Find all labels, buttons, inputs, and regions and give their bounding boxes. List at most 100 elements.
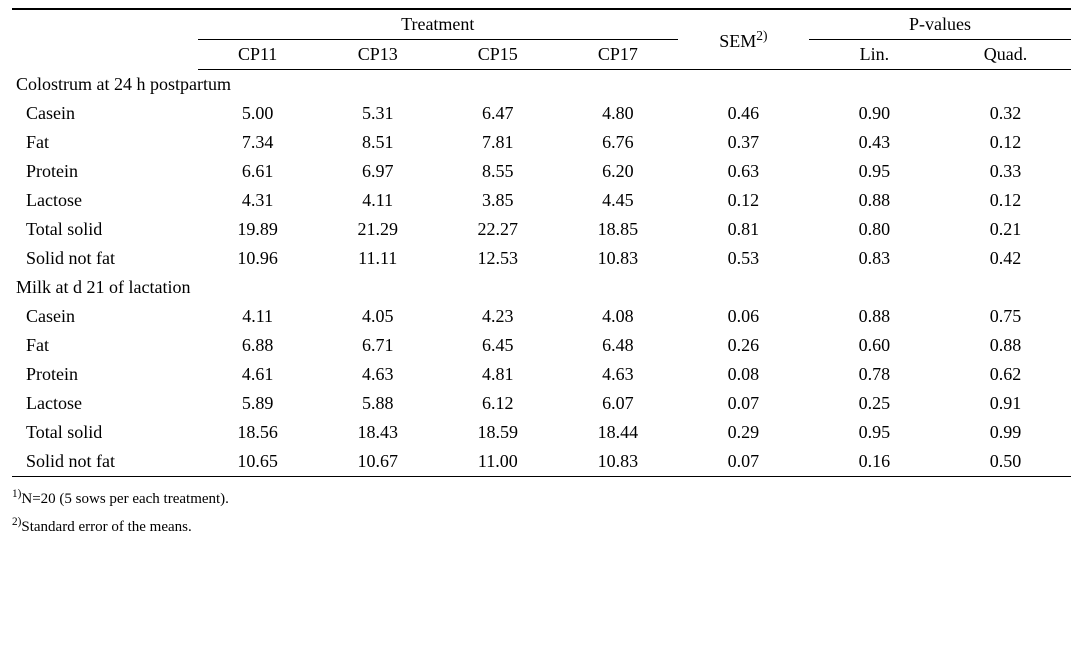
- cell-lin: 0.43: [809, 128, 940, 157]
- row-label: Protein: [12, 157, 198, 186]
- cell-sem: 0.12: [678, 186, 809, 215]
- data-table: Treatment SEM2) P-values CP11 CP13 CP15 …: [12, 8, 1071, 477]
- section-header: Milk at d 21 of lactation: [12, 273, 1071, 302]
- cell-value: 4.61: [198, 360, 318, 389]
- cell-value: 6.47: [438, 99, 558, 128]
- cell-sem: 0.26: [678, 331, 809, 360]
- cell-quad: 0.50: [940, 447, 1071, 477]
- cell-value: 6.20: [558, 157, 678, 186]
- footnote-text: N=20 (5 sows per each treatment).: [21, 491, 229, 507]
- table-row: Protein4.614.634.814.630.080.780.62: [12, 360, 1071, 389]
- cell-value: 22.27: [438, 215, 558, 244]
- cell-value: 6.48: [558, 331, 678, 360]
- header-sem: SEM2): [678, 9, 809, 70]
- cell-quad: 0.91: [940, 389, 1071, 418]
- header-treatment: Treatment: [198, 9, 678, 40]
- cell-value: 19.89: [198, 215, 318, 244]
- cell-value: 3.85: [438, 186, 558, 215]
- cell-value: 10.65: [198, 447, 318, 477]
- cell-lin: 0.88: [809, 302, 940, 331]
- row-label: Solid not fat: [12, 447, 198, 477]
- cell-value: 4.31: [198, 186, 318, 215]
- footnotes: 1)N=20 (5 sows per each treatment).2)Sta…: [12, 485, 1071, 539]
- cell-lin: 0.88: [809, 186, 940, 215]
- cell-value: 6.07: [558, 389, 678, 418]
- row-label: Lactose: [12, 186, 198, 215]
- row-label: Casein: [12, 302, 198, 331]
- row-label: Fat: [12, 128, 198, 157]
- cell-quad: 0.21: [940, 215, 1071, 244]
- cell-quad: 0.33: [940, 157, 1071, 186]
- cell-value: 18.56: [198, 418, 318, 447]
- table-row: Casein4.114.054.234.080.060.880.75: [12, 302, 1071, 331]
- cell-value: 4.80: [558, 99, 678, 128]
- table-row: Total solid19.8921.2922.2718.850.810.800…: [12, 215, 1071, 244]
- cell-value: 4.81: [438, 360, 558, 389]
- cell-value: 10.96: [198, 244, 318, 273]
- cell-value: 4.63: [558, 360, 678, 389]
- cell-sem: 0.07: [678, 447, 809, 477]
- cell-value: 10.67: [318, 447, 438, 477]
- cell-quad: 0.32: [940, 99, 1071, 128]
- cell-lin: 0.80: [809, 215, 940, 244]
- table-row: Solid not fat10.9611.1112.5310.830.530.8…: [12, 244, 1071, 273]
- cell-value: 11.00: [438, 447, 558, 477]
- cell-quad: 0.75: [940, 302, 1071, 331]
- cell-value: 6.12: [438, 389, 558, 418]
- header-col-quad: Quad.: [940, 40, 1071, 70]
- table-row: Protein6.616.978.556.200.630.950.33: [12, 157, 1071, 186]
- cell-quad: 0.88: [940, 331, 1071, 360]
- row-label: Fat: [12, 331, 198, 360]
- cell-value: 4.23: [438, 302, 558, 331]
- cell-value: 8.51: [318, 128, 438, 157]
- cell-value: 5.89: [198, 389, 318, 418]
- header-empty: [12, 9, 198, 70]
- cell-value: 5.88: [318, 389, 438, 418]
- header-sem-sup: 2): [756, 28, 767, 43]
- cell-value: 10.83: [558, 244, 678, 273]
- cell-value: 6.61: [198, 157, 318, 186]
- footnote-text: Standard error of the means.: [21, 519, 191, 535]
- header-col-lin: Lin.: [809, 40, 940, 70]
- cell-quad: 0.42: [940, 244, 1071, 273]
- footnote: 1)N=20 (5 sows per each treatment).: [12, 485, 1071, 511]
- cell-sem: 0.07: [678, 389, 809, 418]
- cell-quad: 0.12: [940, 186, 1071, 215]
- row-label: Total solid: [12, 215, 198, 244]
- table-row: Fat6.886.716.456.480.260.600.88: [12, 331, 1071, 360]
- cell-value: 18.43: [318, 418, 438, 447]
- cell-quad: 0.12: [940, 128, 1071, 157]
- cell-value: 4.45: [558, 186, 678, 215]
- cell-value: 18.59: [438, 418, 558, 447]
- cell-quad: 0.62: [940, 360, 1071, 389]
- cell-value: 4.11: [318, 186, 438, 215]
- cell-lin: 0.78: [809, 360, 940, 389]
- table-row: Casein5.005.316.474.800.460.900.32: [12, 99, 1071, 128]
- cell-value: 7.81: [438, 128, 558, 157]
- section-title: Milk at d 21 of lactation: [12, 273, 1071, 302]
- cell-value: 6.88: [198, 331, 318, 360]
- cell-lin: 0.60: [809, 331, 940, 360]
- cell-value: 4.08: [558, 302, 678, 331]
- cell-value: 18.85: [558, 215, 678, 244]
- cell-value: 6.71: [318, 331, 438, 360]
- row-label: Solid not fat: [12, 244, 198, 273]
- section-header: Colostrum at 24 h postpartum: [12, 70, 1071, 100]
- row-label: Total solid: [12, 418, 198, 447]
- cell-lin: 0.95: [809, 418, 940, 447]
- cell-lin: 0.25: [809, 389, 940, 418]
- table-header: Treatment SEM2) P-values CP11 CP13 CP15 …: [12, 9, 1071, 70]
- cell-value: 21.29: [318, 215, 438, 244]
- cell-value: 5.00: [198, 99, 318, 128]
- cell-value: 4.11: [198, 302, 318, 331]
- cell-sem: 0.29: [678, 418, 809, 447]
- cell-value: 10.83: [558, 447, 678, 477]
- cell-sem: 0.53: [678, 244, 809, 273]
- cell-value: 6.76: [558, 128, 678, 157]
- cell-lin: 0.16: [809, 447, 940, 477]
- table-row: Total solid18.5618.4318.5918.440.290.950…: [12, 418, 1071, 447]
- row-label: Lactose: [12, 389, 198, 418]
- cell-value: 4.63: [318, 360, 438, 389]
- table-row: Solid not fat10.6510.6711.0010.830.070.1…: [12, 447, 1071, 477]
- cell-quad: 0.99: [940, 418, 1071, 447]
